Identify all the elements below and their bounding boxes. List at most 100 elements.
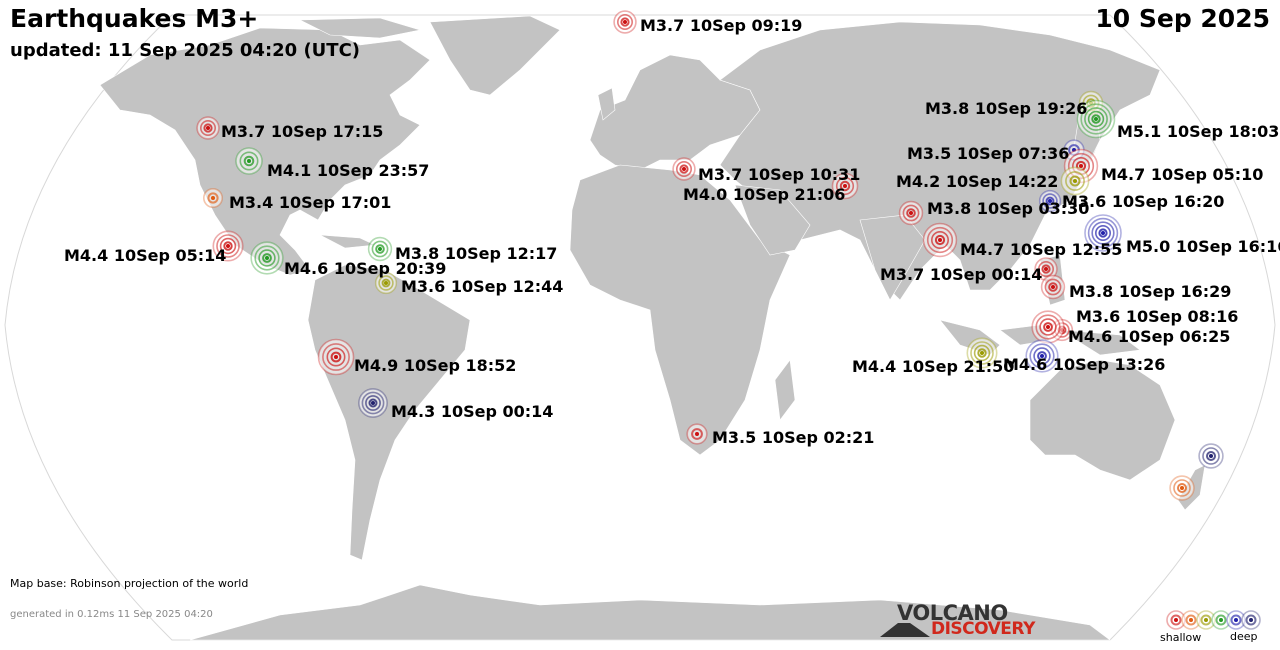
volcano-discovery-logo[interactable]: VOLCANO DISCOVERY — [880, 601, 1040, 641]
map-base-note: Map base: Robinson projection of the wor… — [10, 577, 249, 590]
quake-epicenter — [1046, 325, 1050, 329]
quake-marker[interactable] — [1031, 310, 1065, 344]
quake-ring — [1042, 193, 1058, 209]
quake-ring — [906, 208, 916, 218]
quake-ring — [200, 120, 217, 137]
quake-epicenter — [843, 184, 847, 188]
quake-marker[interactable] — [203, 188, 224, 209]
quake-ring — [973, 344, 991, 362]
quake-label: M4.1 10Sep 23:57 — [267, 161, 429, 180]
legend-shallow-label: shallow — [1160, 631, 1202, 644]
quake-epicenter — [980, 351, 984, 355]
quake-ring — [375, 244, 385, 254]
quake-label: M4.9 10Sep 18:52 — [354, 356, 516, 375]
quake-ring — [1200, 614, 1212, 626]
quake-epicenter — [211, 196, 215, 200]
quake-marker[interactable] — [1084, 214, 1122, 252]
quake-marker[interactable] — [672, 157, 696, 181]
quake-epicenter — [1079, 164, 1083, 168]
quake-ring — [1044, 278, 1062, 296]
quake-marker[interactable] — [1060, 166, 1090, 196]
quake-marker[interactable] — [1040, 274, 1066, 300]
quake-ring — [926, 226, 954, 254]
quake-marker[interactable] — [922, 222, 958, 258]
quake-ring — [1048, 282, 1058, 292]
quake-label: M3.7 10Sep 00:14 — [880, 265, 1042, 284]
quake-label: M3.4 10Sep 17:01 — [229, 193, 391, 212]
quake-label: M3.7 10Sep 09:19 — [640, 16, 802, 35]
volcano-icon — [880, 623, 930, 637]
quake-label: M4.6 10Sep 20:39 — [284, 259, 446, 278]
quake-marker[interactable] — [1025, 339, 1059, 373]
quake-ring — [902, 204, 920, 222]
quake-ring — [223, 241, 233, 251]
quake-marker[interactable] — [367, 236, 393, 262]
quake-ring — [254, 245, 280, 271]
quake-ring — [1084, 107, 1108, 131]
quake-label: M4.6 10Sep 06:25 — [1068, 327, 1230, 346]
quake-marker[interactable] — [1169, 475, 1195, 501]
quake-ring — [326, 347, 346, 367]
quake-ring — [1215, 614, 1227, 626]
quake-marker[interactable] — [686, 423, 708, 445]
quake-ring — [1095, 225, 1112, 242]
quake-marker[interactable] — [966, 337, 998, 369]
quake-ring — [1029, 343, 1055, 369]
quake-epicenter — [384, 281, 388, 285]
quake-ring — [361, 391, 385, 415]
quake-ring — [1087, 110, 1105, 128]
quake-marker[interactable] — [374, 271, 398, 295]
quake-marker[interactable] — [898, 200, 924, 226]
quake-marker[interactable] — [196, 116, 220, 140]
quake-epicenter — [1189, 618, 1193, 622]
quake-ring — [1245, 614, 1257, 626]
quake-ring — [368, 398, 378, 408]
legend-depth-swatch[interactable] — [1211, 610, 1231, 630]
quake-label: M4.4 10Sep 21:50 — [852, 357, 1014, 376]
quake-epicenter — [623, 20, 627, 24]
quake-ring — [216, 234, 240, 258]
quake-ring — [1087, 217, 1119, 249]
quake-epicenter — [1209, 454, 1213, 458]
quake-marker[interactable] — [1198, 443, 1224, 469]
quake-ring — [930, 231, 949, 250]
legend-depth-swatch[interactable] — [1226, 610, 1246, 630]
quake-ring — [1080, 103, 1112, 135]
quake-label: M3.8 10Sep 16:29 — [1069, 282, 1231, 301]
quake-epicenter — [909, 211, 913, 215]
quake-marker[interactable] — [358, 388, 388, 418]
quake-epicenter — [226, 244, 230, 248]
legend-deep-label: deep — [1230, 630, 1258, 643]
quake-ring — [1038, 260, 1055, 277]
quake-ring — [1098, 228, 1108, 238]
quake-ring — [1039, 318, 1057, 336]
quake-marker[interactable] — [235, 147, 263, 175]
land-arabia — [734, 184, 811, 256]
quake-marker[interactable] — [212, 230, 244, 262]
quake-epicenter — [206, 126, 210, 130]
quake-label: M3.8 10Sep 19:26 — [925, 99, 1087, 118]
quake-marker[interactable] — [317, 338, 355, 376]
quake-label: M5.0 10Sep 16:16 — [1126, 237, 1280, 256]
quake-label: M5.1 10Sep 18:03 — [1117, 122, 1279, 141]
land-arctic-islands — [299, 17, 421, 39]
quake-ring — [1177, 483, 1187, 493]
quake-epicenter — [1219, 618, 1223, 622]
legend-depth-swatch[interactable] — [1241, 610, 1261, 630]
quake-marker[interactable] — [1038, 189, 1062, 213]
quake-ring — [203, 123, 213, 133]
quake-ring — [977, 348, 987, 358]
quake-epicenter — [378, 247, 382, 251]
land-africa — [569, 164, 791, 456]
quake-label: M4.3 10Sep 00:14 — [391, 402, 553, 421]
quake-marker[interactable] — [831, 172, 859, 200]
quake-marker[interactable] — [250, 241, 284, 275]
quake-ring — [219, 237, 237, 255]
quake-ring — [675, 161, 692, 178]
quake-epicenter — [247, 159, 251, 163]
quake-epicenter — [334, 355, 338, 359]
quake-marker[interactable] — [1076, 99, 1116, 139]
quake-ring — [371, 240, 389, 258]
quake-marker[interactable] — [613, 10, 637, 34]
